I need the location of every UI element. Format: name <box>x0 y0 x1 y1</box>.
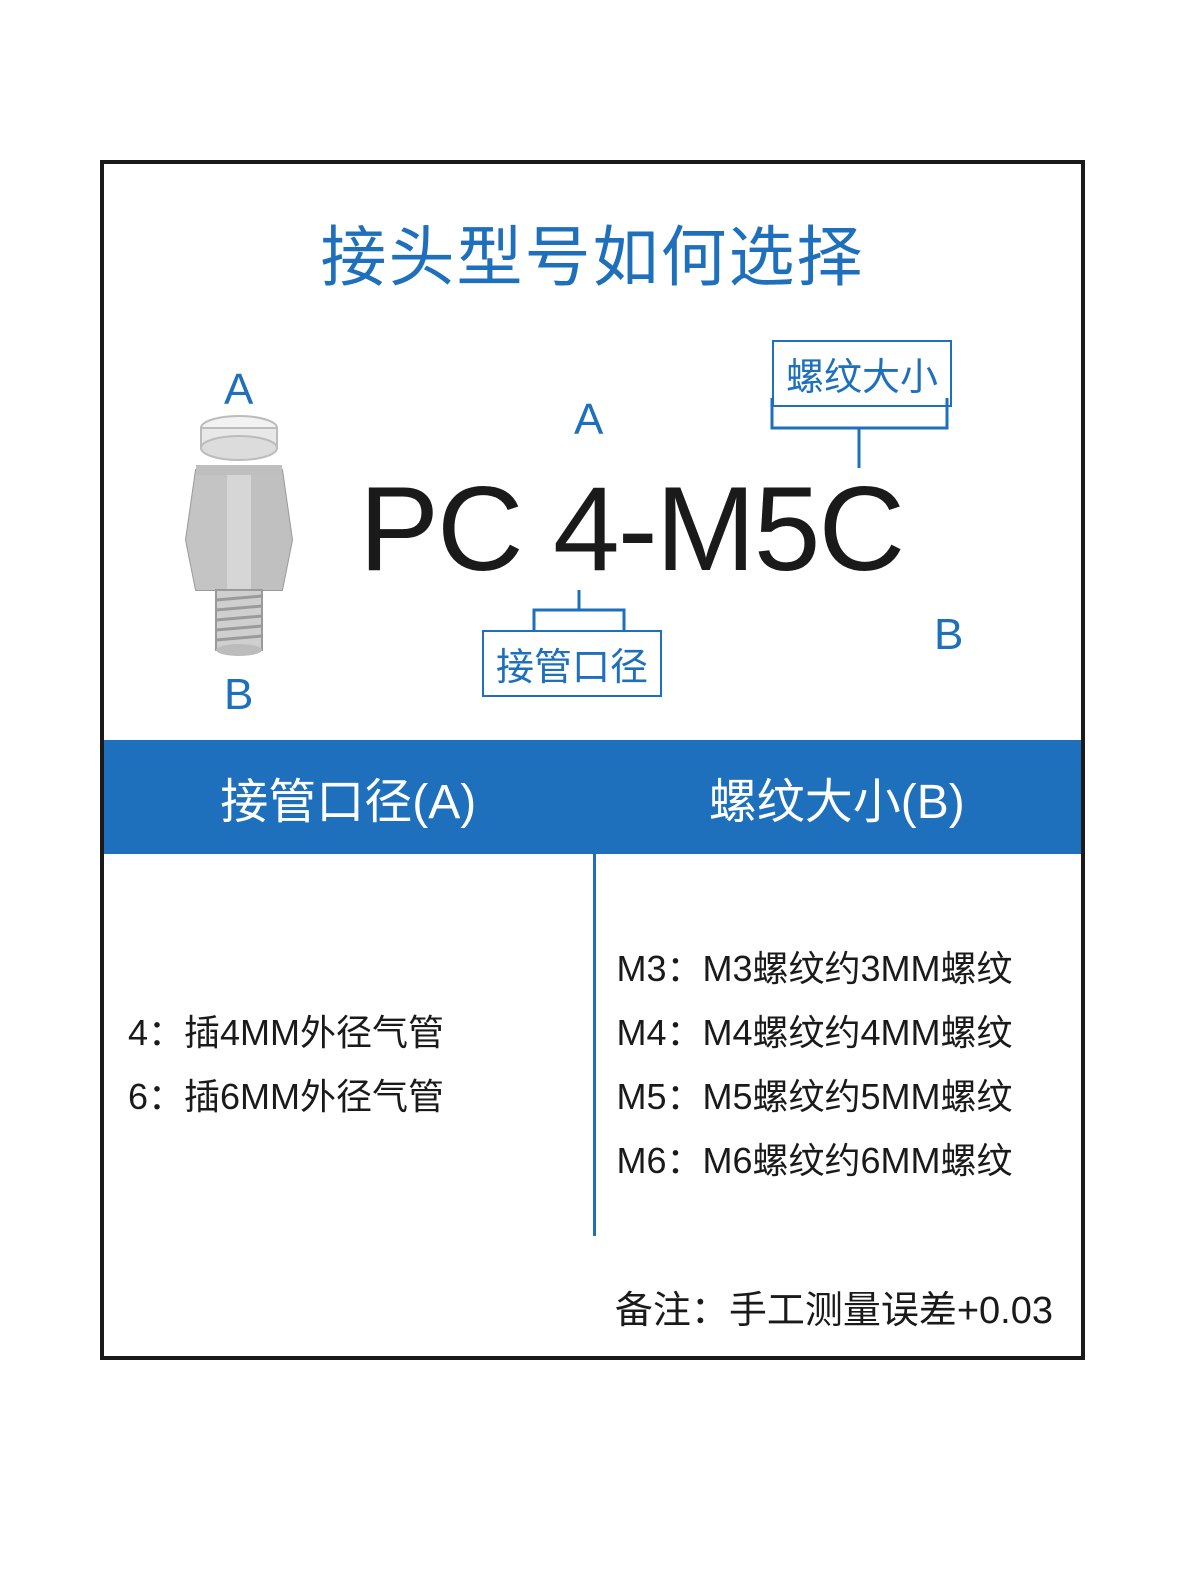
diagram-area: A B PC 4-M5C A B 螺纹大小 接管口径 <box>104 320 1081 740</box>
tube-size-column: 4：插4MM外径气管 6：插6MM外径气管 <box>104 854 593 1269</box>
tube-size-row: 4：插4MM外径气管 <box>128 1004 563 1056</box>
callout-thread-size: 螺纹大小 <box>772 340 952 407</box>
info-card: 接头型号如何选择 A B PC 4-M5C A B 螺纹 <box>100 160 1085 1360</box>
table-header: 接管口径(A) 螺纹大小(B) <box>104 740 1081 854</box>
table-body: 4：插4MM外径气管 6：插6MM外径气管 M3：M3螺纹约3MM螺纹 M4：M… <box>104 854 1081 1269</box>
thread-size-row: M4：M4螺纹约4MM螺纹 <box>617 1004 1072 1056</box>
image-label-b: B <box>224 670 253 720</box>
bracket-top-icon <box>772 398 947 468</box>
thread-size-row: M6：M6螺纹约6MM螺纹 <box>617 1132 1072 1184</box>
page-title: 接头型号如何选择 <box>104 164 1081 320</box>
connector-icon <box>184 410 294 670</box>
callout-tube-size: 接管口径 <box>482 630 662 697</box>
thread-size-row: M3：M3螺纹约3MM螺纹 <box>617 940 1072 992</box>
vertical-divider <box>593 854 596 1236</box>
header-tube: 接管口径(A) <box>104 740 593 854</box>
model-label-b: B <box>934 610 963 660</box>
thread-size-row: M5：M5螺纹约5MM螺纹 <box>617 1068 1072 1120</box>
thread-size-column: M3：M3螺纹约3MM螺纹 M4：M4螺纹约4MM螺纹 M5：M5螺纹约5MM螺… <box>593 854 1082 1269</box>
footer-note: 备注：手工测量误差+0.03 <box>104 1269 1081 1356</box>
tube-size-row: 6：插6MM外径气管 <box>128 1068 563 1120</box>
model-number: PC 4-M5C <box>359 460 903 598</box>
header-thread: 螺纹大小(B) <box>593 740 1082 854</box>
model-label-a: A <box>574 395 603 445</box>
bracket-bottom-icon <box>534 590 624 630</box>
image-label-a: A <box>224 365 253 415</box>
